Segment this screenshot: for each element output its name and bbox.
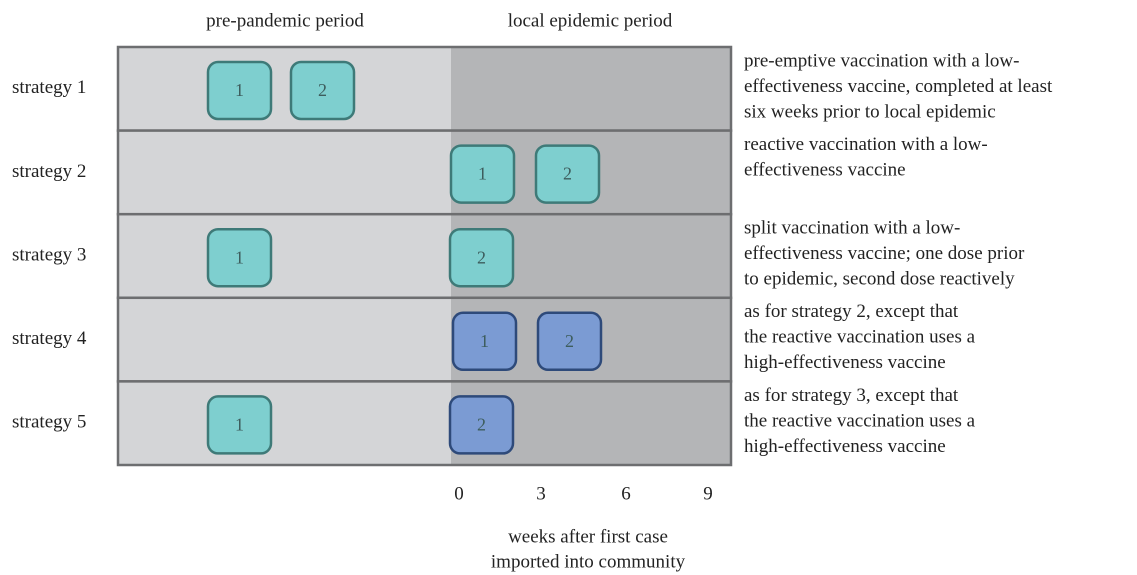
dose-label: 2 xyxy=(565,331,574,351)
row-border xyxy=(116,380,733,467)
pre-pandemic-area xyxy=(118,297,451,382)
strategy-description: effectiveness vaccine; one dose prior xyxy=(744,243,1025,264)
pre-pandemic-area xyxy=(118,130,451,215)
strategy-description: high-effectiveness vaccine xyxy=(744,352,946,373)
pre-pandemic-area xyxy=(118,214,451,298)
strategy-description: high-effectiveness vaccine xyxy=(744,436,946,457)
dose-label: 1 xyxy=(478,164,487,184)
strategy-label: strategy 2 xyxy=(12,161,86,182)
dose-box xyxy=(451,311,518,372)
strategy-description: the reactive vaccination uses a xyxy=(744,410,976,431)
dose-box xyxy=(534,144,601,204)
dose-box xyxy=(206,60,273,121)
week-tick: 9 xyxy=(703,483,713,504)
dose-label: 2 xyxy=(477,415,486,435)
strategy-description: the reactive vaccination uses a xyxy=(744,327,976,348)
strategy-description: pre-emptive vaccination with a low- xyxy=(744,50,1019,71)
dose-box xyxy=(448,395,515,455)
dose-label: 1 xyxy=(480,331,489,351)
epidemic-area xyxy=(451,47,731,131)
dose-box xyxy=(289,60,356,121)
strategy-description: as for strategy 2, except that xyxy=(744,301,959,322)
strategy-label: strategy 1 xyxy=(12,77,86,98)
strategy-description: six weeks prior to local epidemic xyxy=(744,101,996,122)
strategy-description: split vaccination with a low- xyxy=(744,218,960,239)
axis-label: weeks after first case xyxy=(508,526,668,547)
dose-label: 1 xyxy=(235,247,244,267)
strategy-label: strategy 3 xyxy=(12,244,86,265)
dose-label: 2 xyxy=(477,247,486,267)
strategy-description: effectiveness vaccine, completed at leas… xyxy=(744,76,1053,97)
dose-box xyxy=(448,227,515,288)
strategy-label: strategy 5 xyxy=(12,412,86,433)
dose-label: 1 xyxy=(235,80,244,100)
period-header: pre-pandemic period xyxy=(206,10,364,31)
dose-box xyxy=(536,311,603,372)
week-tick: 3 xyxy=(536,483,546,504)
period-header: local epidemic period xyxy=(508,10,673,31)
strategy-description: as for strategy 3, except that xyxy=(744,385,959,406)
pre-pandemic-area xyxy=(118,47,451,131)
week-tick: 0 xyxy=(454,483,464,504)
strategy-label: strategy 4 xyxy=(12,328,87,349)
axis-label: imported into community xyxy=(491,551,686,572)
dose-label: 2 xyxy=(563,164,572,184)
strategy-description: reactive vaccination with a low- xyxy=(744,134,988,155)
dose-box xyxy=(206,395,273,455)
pre-pandemic-area xyxy=(118,381,451,465)
dose-label: 2 xyxy=(318,80,327,100)
dose-label: 1 xyxy=(235,415,244,435)
strategy-description: to epidemic, second dose reactively xyxy=(744,269,1015,290)
week-tick: 6 xyxy=(621,483,631,504)
dose-box xyxy=(206,227,273,288)
dose-box xyxy=(449,144,516,204)
strategy-description: effectiveness vaccine xyxy=(744,159,906,180)
